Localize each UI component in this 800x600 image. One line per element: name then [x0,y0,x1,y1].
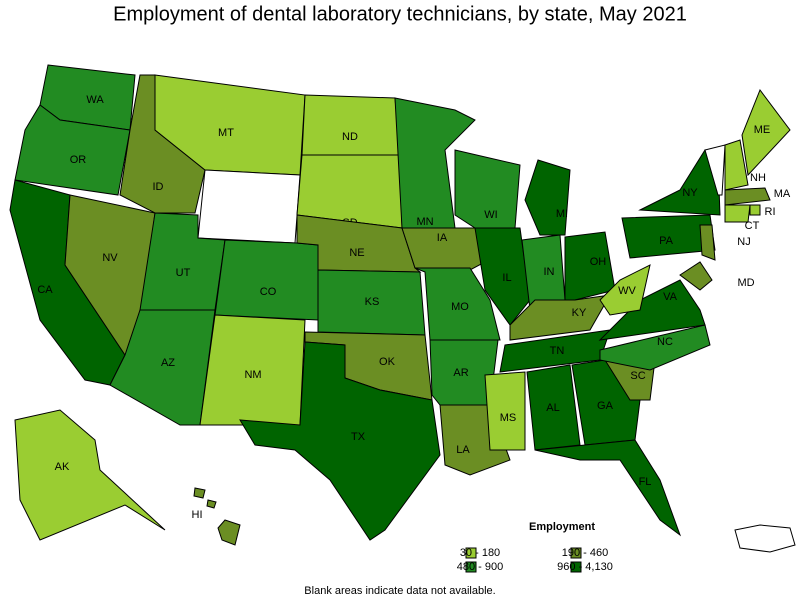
legend-swatch [465,561,477,573]
state-label: MO [451,301,469,313]
state [474,227,531,326]
legend-title: Employment [529,521,595,533]
state-label: MT [218,127,234,139]
state-label: LA [456,444,470,456]
state [524,159,571,236]
state-label: MA [774,188,791,200]
state-label: NH [750,172,766,184]
state [699,224,716,261]
state-label: WA [86,94,104,106]
state [534,439,682,537]
state-label: NJ [737,236,750,248]
island [206,499,217,509]
state-label: TX [351,431,366,443]
state-label: AZ [161,357,175,369]
state [414,267,501,341]
legend-swatch [465,547,477,559]
state-label: NE [349,247,364,259]
legend-swatch [570,547,582,559]
state-label: MS [500,412,517,424]
state [109,309,216,426]
state-label: AR [453,367,468,379]
state-label: ND [342,131,358,143]
state [564,231,616,301]
state-label: FL [639,476,652,488]
footnote: Blank areas indicate data not available. [304,585,495,597]
state-label: WV [618,285,636,297]
state-label: UT [176,267,191,279]
state-label: IA [437,232,448,244]
state-label: AL [546,402,559,414]
state-label: TN [550,345,565,357]
state-label: MI [556,208,568,220]
state-label: ID [153,181,164,193]
state [724,204,751,223]
state-label: NM [244,369,261,381]
island [193,487,206,499]
state [724,187,771,206]
state-label: MN [416,216,433,228]
state-label: HI [192,509,203,521]
state-label: NC [657,336,673,348]
state-label: NV [102,252,118,264]
state-label: KY [572,307,587,319]
state-label: ME [754,124,771,136]
state-label: KS [365,296,380,308]
state-label: CO [260,286,277,298]
legend-label: 480 - 900 [457,561,503,573]
state-label: CA [37,284,53,296]
state-label: PA [659,235,674,247]
state [217,519,241,546]
state [724,139,749,191]
state [301,94,401,156]
state-label: OR [70,154,87,166]
state [401,227,486,271]
state [749,204,761,216]
legend-label: 30 - 180 [460,547,500,559]
legend-label: 190 - 460 [562,547,608,559]
state-label: AK [55,461,70,473]
state-label: WI [484,209,497,221]
legend-label: 960 - 4,130 [557,561,613,573]
state [621,214,716,259]
state [197,169,301,244]
state [599,264,651,316]
legend-swatch [570,561,582,573]
state [599,324,711,371]
state [679,261,713,291]
state-label: SC [630,370,645,382]
puerto-rico [734,524,796,553]
state [214,239,319,321]
state [14,104,131,196]
legend: 30 - 180 190 - 460 480 - 900 960 - 4,130 [457,547,613,573]
states: WAORCANVIDMTUTAZCONMNDSDNEKSOKTXMNIAMOAR… [9,64,791,546]
map-title: Employment of dental laboratory technici… [113,3,687,25]
state-label: MD [737,277,754,289]
state-label: RI [765,206,776,218]
state [741,88,791,177]
state-label: VA [663,291,678,303]
state [704,144,726,196]
state [484,371,526,451]
state-label: GA [597,400,614,412]
state-label: OH [590,256,607,268]
state-label: NY [682,187,698,199]
state-label: OK [379,356,396,368]
state-label: CT [745,220,760,232]
state [239,341,441,541]
state-label: IN [544,266,555,278]
state-label: IL [502,272,511,284]
state [14,409,166,541]
